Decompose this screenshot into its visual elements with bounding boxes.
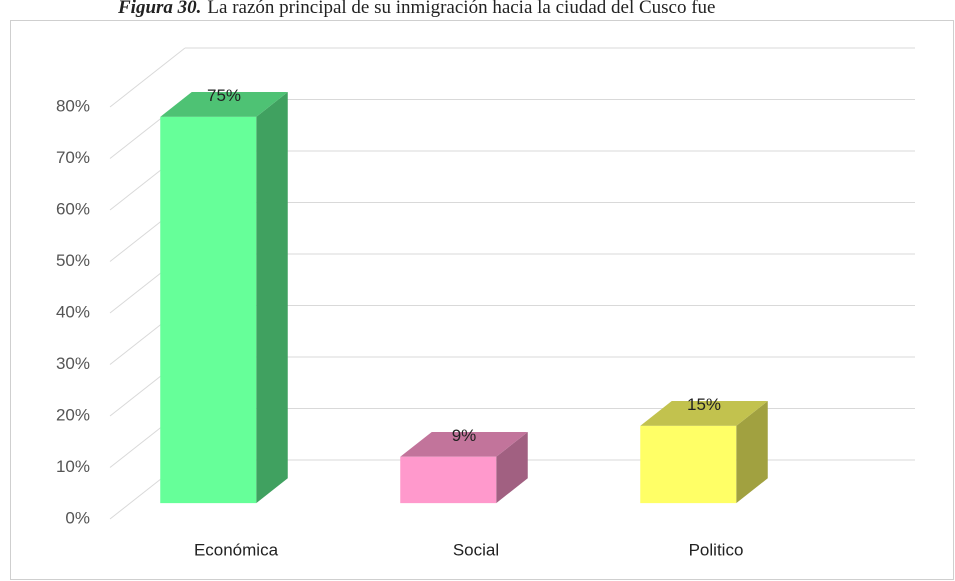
data-label: 75%	[207, 86, 241, 105]
y-tick-label: 20%	[56, 405, 90, 424]
y-tick-label: 60%	[56, 199, 90, 218]
chart-title: Figura 30. La razón principal de su inmig…	[117, 0, 715, 18]
data-label: 9%	[452, 426, 477, 445]
title-text: La razón principal de su inmigración hac…	[207, 0, 715, 18]
y-tick-label: 80%	[56, 96, 90, 115]
data-label: 15%	[687, 395, 721, 414]
bar-side	[736, 401, 768, 504]
y-tick-label: 50%	[56, 251, 90, 270]
x-tick-label: Politico	[689, 540, 744, 559]
bar-front	[640, 425, 737, 504]
grid-line	[109, 47, 186, 108]
y-tick-label: 70%	[56, 148, 90, 167]
y-tick-label: 40%	[56, 302, 90, 321]
bar-top	[400, 431, 528, 457]
bar-top	[640, 401, 768, 426]
bar-front	[400, 456, 497, 504]
bar-top	[160, 92, 288, 117]
x-tick-label: Social	[453, 540, 499, 559]
bar-front	[160, 116, 257, 504]
bar-side	[496, 431, 528, 504]
bar-side	[256, 92, 288, 504]
y-tick-label: 10%	[56, 457, 90, 476]
y-tick-label: 0%	[65, 508, 90, 527]
figure-label: Figura 30.	[117, 0, 201, 18]
x-tick-label: Económica	[194, 540, 279, 559]
y-tick-label: 30%	[56, 354, 90, 373]
